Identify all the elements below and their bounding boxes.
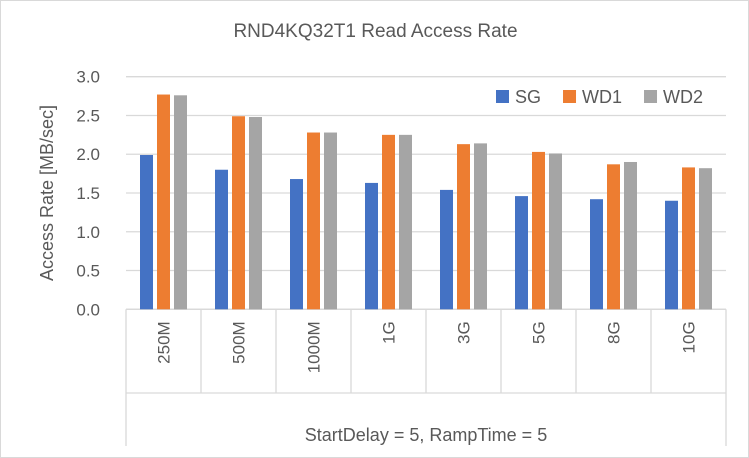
bar-wd2: [249, 117, 262, 310]
bar-sg: [515, 196, 528, 310]
bar-wd1: [232, 116, 245, 310]
bar-wd2: [624, 161, 637, 310]
bar-wd1: [457, 144, 470, 310]
bar-wd1: [307, 132, 320, 310]
bar-wd1: [682, 167, 695, 310]
legend-swatch-sg: [496, 90, 509, 103]
legend-label-sg: SG: [515, 87, 541, 107]
bar-sg: [365, 182, 378, 310]
y-tick-label: 2.5: [76, 106, 100, 125]
x-tick-label: 10G: [680, 321, 699, 353]
bar-wd2: [549, 153, 562, 310]
bar-wd2: [699, 168, 712, 310]
x-tick-label: 1G: [380, 321, 399, 344]
legend-swatch-wd1: [563, 90, 577, 103]
y-tick-label: 1.0: [76, 223, 100, 242]
legend-label-wd2: WD2: [663, 87, 703, 107]
bar-wd2: [399, 134, 412, 310]
x-tick-label: 5G: [530, 321, 549, 344]
x-tick-label: 1000M: [305, 321, 324, 373]
bar-wd2: [174, 95, 187, 310]
y-tick-label: 3.0: [76, 68, 100, 87]
legend-swatch-wd2: [644, 90, 658, 103]
bar-wd2: [474, 143, 487, 310]
bar-sg: [665, 200, 678, 310]
bar-wd1: [382, 134, 395, 310]
bar-sg: [440, 189, 453, 310]
bar-wd1: [532, 151, 545, 310]
bar-wd2: [324, 132, 337, 310]
x-tick-label: 8G: [605, 321, 624, 344]
bar-wd1: [607, 164, 620, 310]
y-tick-label: 0.0: [76, 300, 100, 319]
y-tick-label: 0.5: [76, 262, 100, 281]
bar-sg: [590, 199, 603, 310]
y-axis-label: Access Rate [MB/sec]: [37, 105, 57, 281]
y-tick-label: 2.0: [76, 145, 100, 164]
legend-label-wd1: WD1: [582, 87, 622, 107]
y-tick-label: 1.5: [76, 184, 100, 203]
bar-wd1: [157, 94, 170, 310]
bar-sg: [290, 179, 303, 310]
x-tick-label: 500M: [230, 321, 249, 364]
chart-title: RND4KQ32T1 Read Access Rate: [233, 21, 518, 42]
bar-sg: [140, 155, 153, 310]
x-tick-label: 250M: [155, 321, 174, 364]
bar-sg: [215, 169, 228, 310]
x-tick-label: 3G: [455, 321, 474, 344]
x-axis-label: StartDelay = 5, RampTime = 5: [305, 425, 547, 445]
